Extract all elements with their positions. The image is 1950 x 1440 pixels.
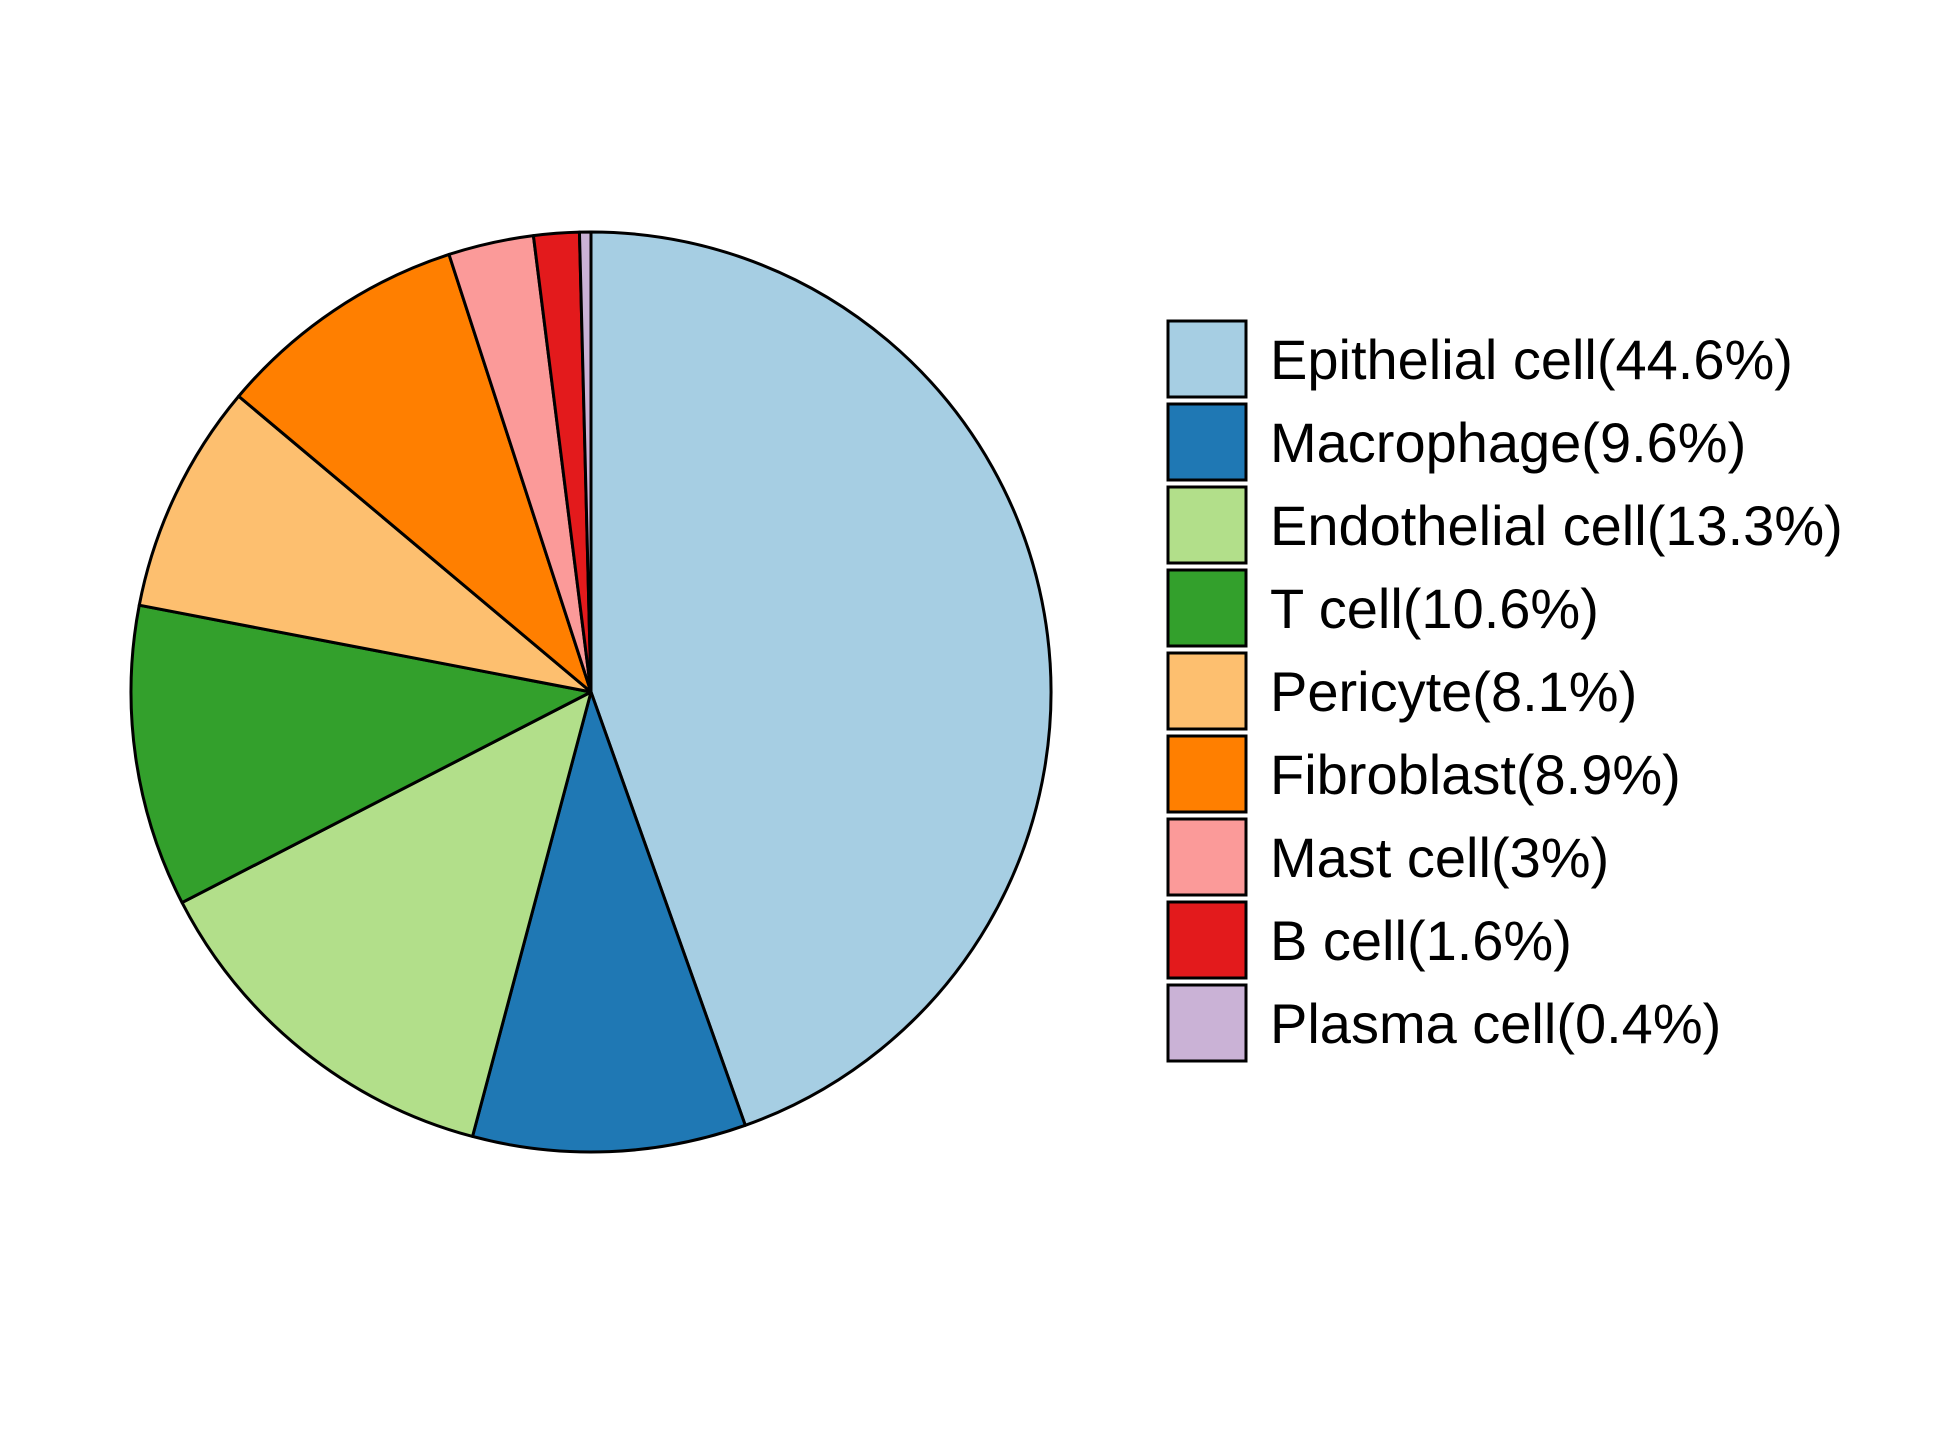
- pie-slice-macrophage: [471, 690, 747, 1154]
- legend-label-macrophage: Macrophage(9.6%): [1270, 411, 1746, 474]
- legend-swatch-b-cell: [1166, 900, 1248, 980]
- legend-swatch-mast-cell: [1166, 817, 1248, 897]
- legend-swatch-endothelial-cell: [1166, 485, 1248, 565]
- legend-label-epithelial-cell: Epithelial cell(44.6%): [1270, 328, 1793, 391]
- pie-slice-pericyte: [137, 394, 593, 694]
- legend-label-mast-cell: Mast cell(3%): [1270, 826, 1609, 889]
- legend-label-t-cell: T cell(10.6%): [1270, 577, 1599, 640]
- legend-swatch-plasma-cell: [1166, 983, 1248, 1063]
- pie-slices: [129, 230, 1053, 1154]
- legend-label-plasma-cell: Plasma cell(0.4%): [1270, 992, 1721, 1055]
- pie-slice-endothelial-cell: [180, 690, 593, 1138]
- pie-slice-plasma-cell: [577, 230, 593, 694]
- legend-swatch-t-cell: [1166, 568, 1248, 648]
- legend-label-endothelial-cell: Endothelial cell(13.3%): [1270, 494, 1843, 557]
- pie-slice-fibroblast: [237, 252, 593, 694]
- legend-swatch-fibroblast: [1166, 734, 1248, 814]
- pie-slice-epithelial-cell: [589, 230, 1053, 1127]
- legend-swatch-epithelial-cell: [1166, 319, 1248, 399]
- legend-swatch-macrophage: [1166, 402, 1248, 482]
- legend-swatch-pericyte: [1166, 651, 1248, 731]
- legend-label-fibroblast: Fibroblast(8.9%): [1270, 743, 1681, 806]
- legend: Epithelial cell(44.6%) Macrophage(9.6%) En…: [1166, 319, 1843, 1063]
- pie-slice-t-cell: [129, 603, 593, 905]
- legend-label-b-cell: B cell(1.6%): [1270, 909, 1572, 972]
- legend-label-pericyte: Pericyte(8.1%): [1270, 660, 1637, 723]
